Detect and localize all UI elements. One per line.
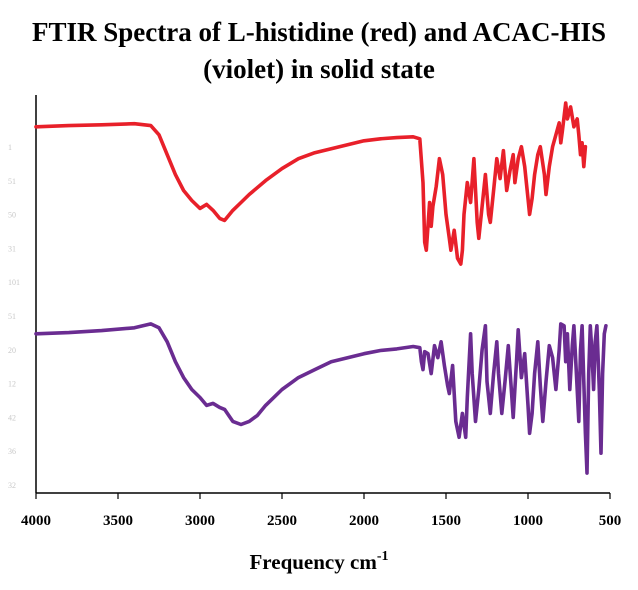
x-tick-label: 4000 [21,513,51,529]
x-ticks: 4000 3500 3000 2500 2000 1500 1000 500 [21,493,621,529]
x-axis-label: Frequency cm-1 [249,549,388,574]
y-faint-label: 32 [8,481,16,490]
faint-y-labels: 1 51 50 31 101 51 20 12 42 36 32 [8,143,20,490]
y-faint-label: 12 [8,380,16,389]
x-tick-label: 3000 [185,513,215,529]
x-tick-label: 500 [599,513,622,529]
x-axis-label-superscript: -1 [377,549,389,564]
y-faint-label: 36 [8,447,16,456]
y-faint-label: 101 [8,278,20,287]
series-line-l-histidine [34,101,588,266]
chart-title-line-1: FTIR Spectra of L-histidine (red) and AC… [32,17,606,47]
x-tick-label: 3500 [103,513,133,529]
y-faint-label: 1 [8,143,12,152]
y-faint-label: 31 [8,244,16,253]
y-faint-label: 50 [8,211,16,220]
x-tick-label: 1500 [431,513,461,529]
x-tick-label: 2500 [267,513,297,529]
chart-title-line-2: (violet) in solid state [203,54,435,84]
x-axis-label-text: Frequency cm [249,550,377,574]
y-faint-label: 20 [8,346,16,355]
y-faint-label: 51 [8,177,16,186]
x-tick-label: 2000 [349,513,379,529]
series-line-acac-his [34,322,608,475]
y-faint-label: 42 [8,413,16,422]
x-tick-label: 1000 [513,513,543,529]
series-group [34,101,608,475]
y-faint-label: 51 [8,312,16,321]
